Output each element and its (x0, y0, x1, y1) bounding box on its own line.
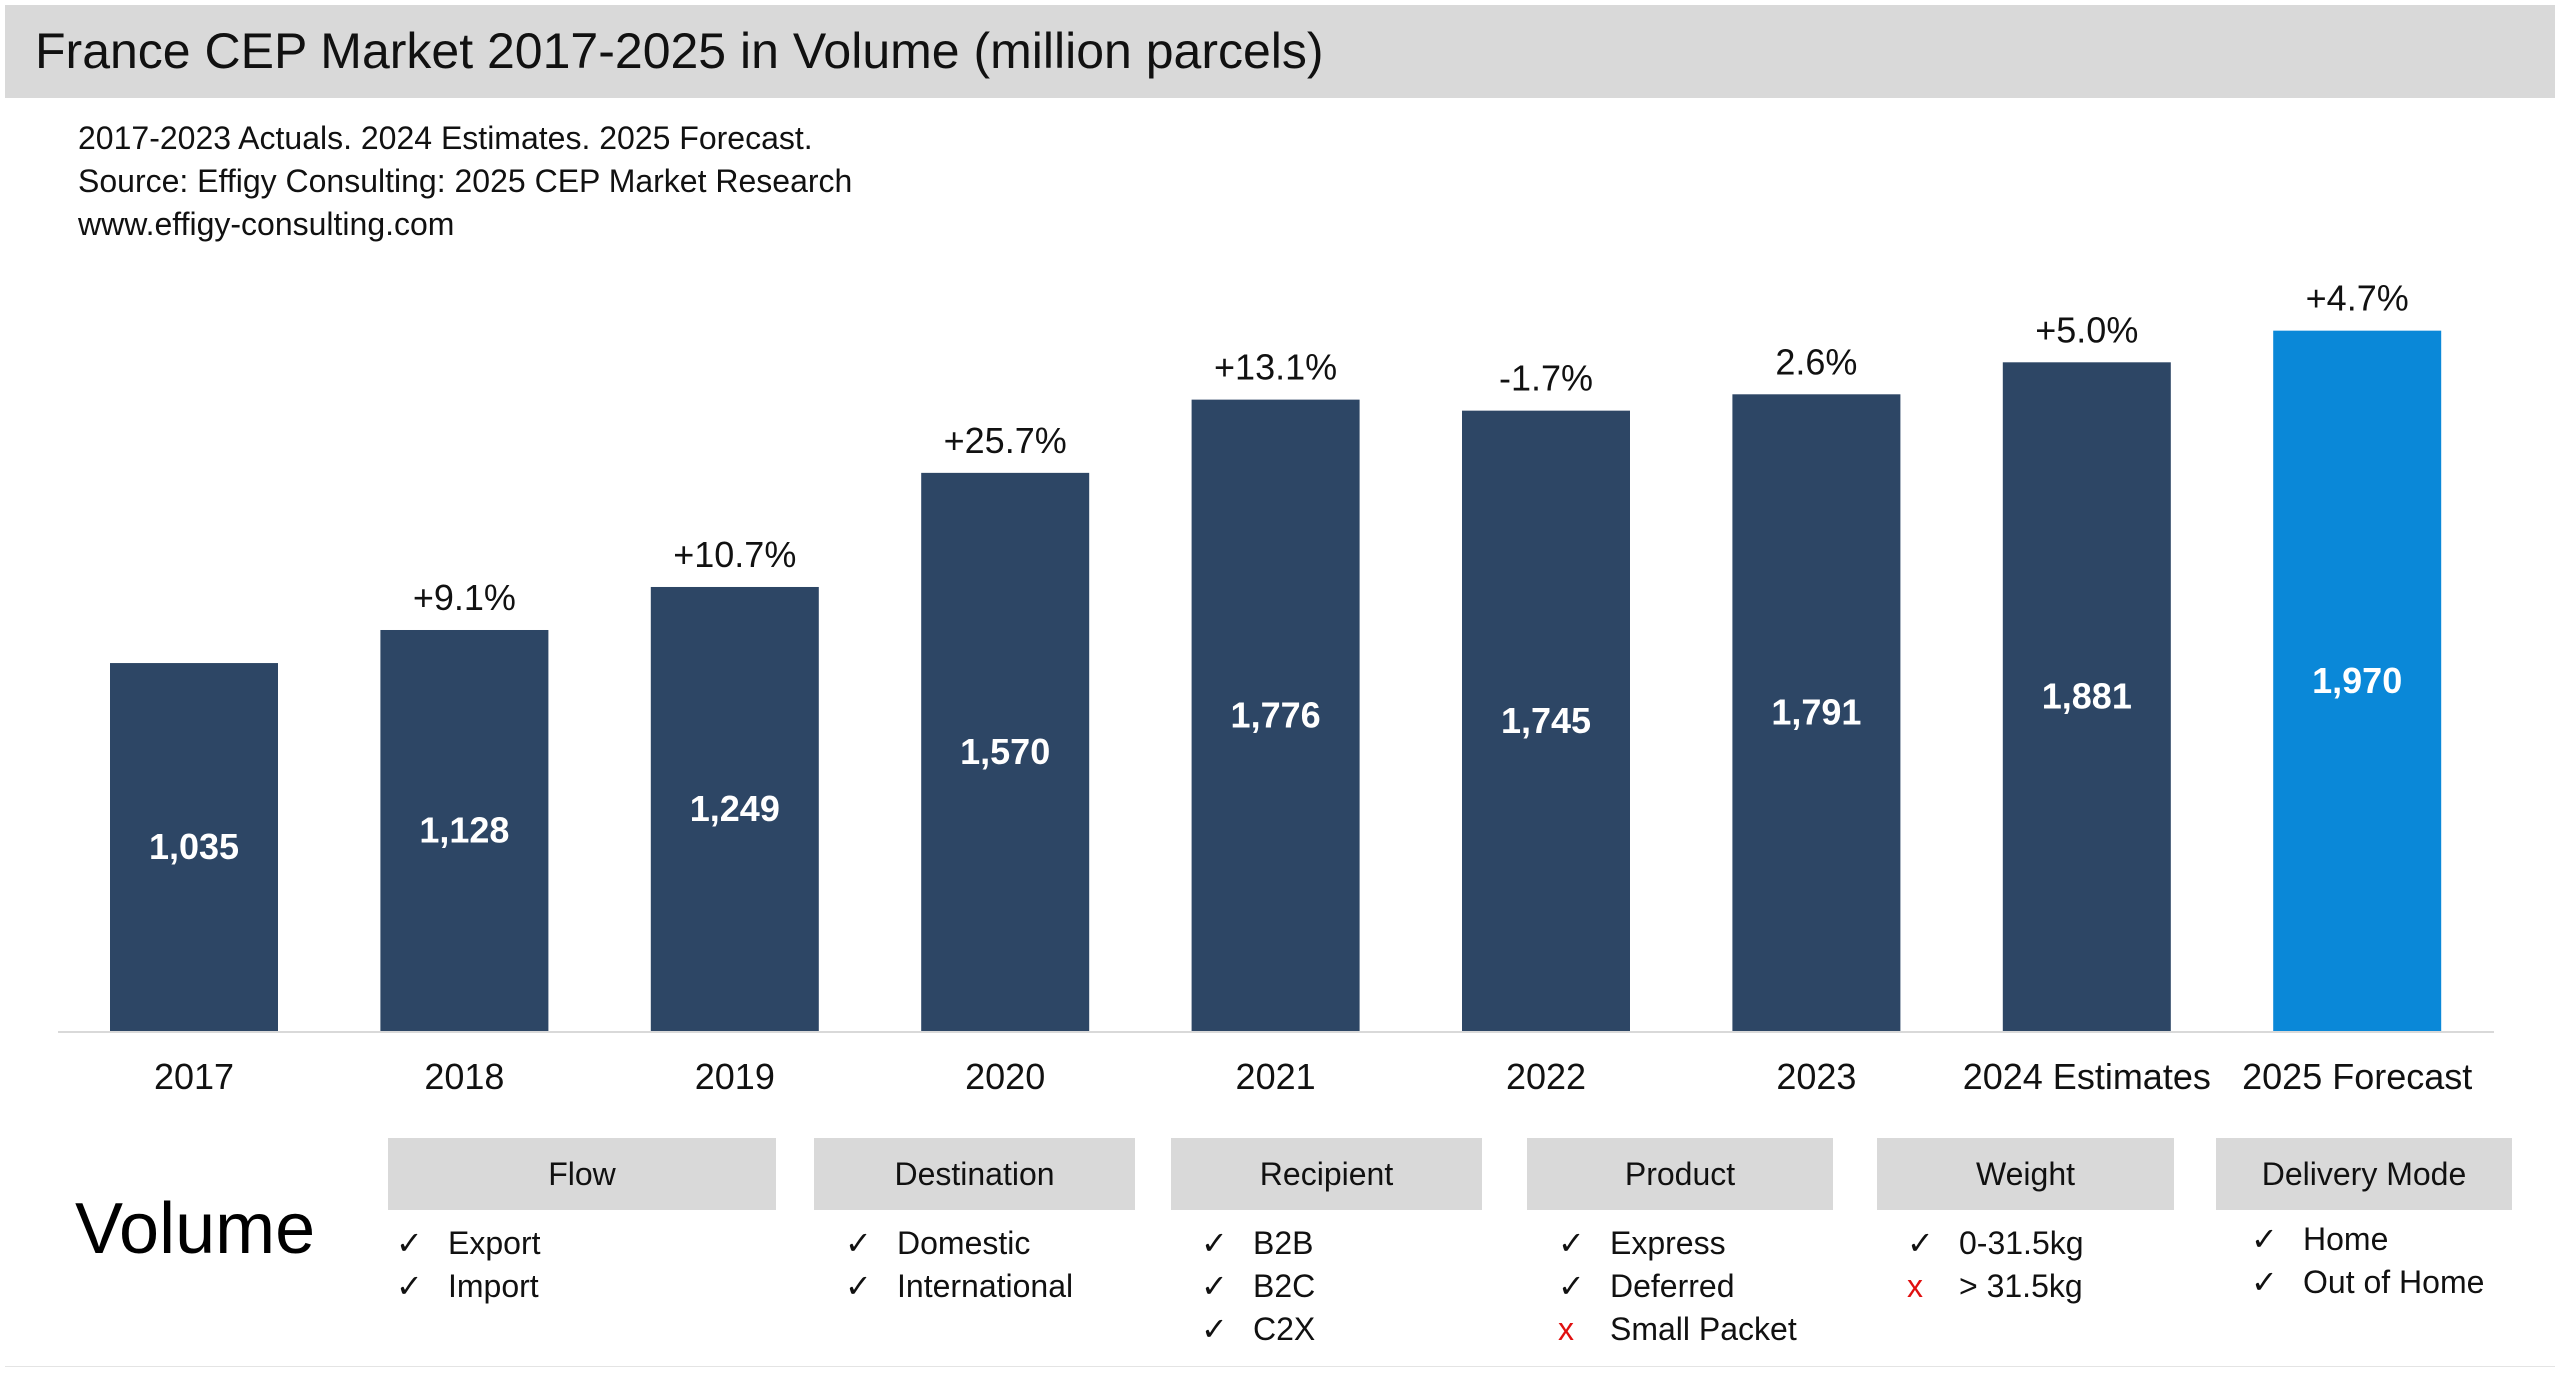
x-tick-label: 2023 (1776, 1056, 1856, 1097)
growth-label: +4.7% (2306, 278, 2409, 319)
bar-2024-estimates (2002, 362, 2171, 1031)
list-item: ✓ C2X (1201, 1308, 1315, 1351)
bar-value-label: 1,570 (960, 731, 1050, 772)
x-tick-label: 2018 (424, 1056, 504, 1097)
check-icon: ✓ (1558, 1268, 1585, 1304)
bar-value-label: 1,791 (1771, 692, 1861, 733)
bar-value-label: 1,035 (149, 826, 239, 867)
subtitle-website: www.effigy-consulting.com (78, 206, 455, 242)
list-item: ✓ Domestic (845, 1222, 1073, 1265)
title-bar: France CEP Market 2017-2025 in Volume (m… (5, 5, 2555, 98)
weight-list: ✓ 0-31.5kg x > 31.5kg (1907, 1222, 2084, 1308)
weight-header: Weight (1877, 1138, 2174, 1210)
destination-list: ✓ Domestic ✓ International (845, 1222, 1073, 1308)
bar-value-label: 1,249 (690, 788, 780, 829)
growth-label: +13.1% (1214, 347, 1337, 388)
check-icon: ✓ (1558, 1225, 1585, 1261)
bar-value-label: 1,745 (1501, 700, 1591, 741)
list-item: ✓ Express (1558, 1222, 1797, 1265)
bar-2019 (650, 586, 819, 1031)
check-icon: ✓ (1907, 1225, 1934, 1261)
bar-2025-forecast (2273, 330, 2442, 1031)
x-tick-label: 2020 (965, 1056, 1045, 1097)
list-item: ✓ Deferred (1558, 1265, 1797, 1308)
x-tick-label: 2021 (1236, 1056, 1316, 1097)
bar-2017 (110, 663, 278, 1031)
check-icon: ✓ (2251, 1221, 2278, 1257)
recipient-list: ✓ B2B ✓ B2C ✓ C2X (1201, 1222, 1315, 1351)
growth-label: +5.0% (2035, 309, 2138, 350)
flow-list: ✓ Export ✓ Import (396, 1222, 540, 1308)
growth-label: +25.7% (944, 420, 1067, 461)
product-header: Product (1527, 1138, 1833, 1210)
x-tick-label: 2025 Forecast (2242, 1056, 2472, 1097)
check-icon: ✓ (1201, 1311, 1228, 1347)
x-tick-label: 2024 Estimates (1963, 1056, 2211, 1097)
destination-header: Destination (814, 1138, 1135, 1210)
delivery-mode-list: ✓ Home ✓ Out of Home (2251, 1218, 2484, 1304)
check-icon: ✓ (845, 1225, 872, 1261)
list-item: ✓ Out of Home (2251, 1261, 2484, 1304)
bar-2018 (380, 629, 549, 1031)
subtitle-source: Source: Effigy Consulting: 2025 CEP Mark… (78, 163, 853, 199)
check-icon: ✓ (845, 1268, 872, 1304)
recipient-header: Recipient (1171, 1138, 1482, 1210)
list-item: x > 31.5kg (1907, 1265, 2084, 1308)
bar-2020 (921, 472, 1090, 1031)
x-tick-label: 2022 (1506, 1056, 1586, 1097)
bar-2023 (1732, 394, 1901, 1031)
growth-label: +10.7% (673, 534, 796, 575)
check-icon: ✓ (1201, 1225, 1228, 1261)
bar-2021 (1191, 399, 1360, 1031)
check-icon: ✓ (396, 1225, 423, 1261)
bar-2022 (1462, 410, 1630, 1032)
cross-icon: x (1907, 1268, 1923, 1304)
growth-label: 2.6% (1775, 341, 1857, 382)
subtitle-period: 2017-2023 Actuals. 2024 Estimates. 2025 … (78, 120, 813, 156)
growth-label: +9.1% (413, 577, 516, 618)
chart-title: France CEP Market 2017-2025 in Volume (m… (35, 23, 1324, 79)
bar-value-label: 1,881 (2042, 676, 2132, 717)
bar-chart: 1,035 2017 1,128 +9.1% 2018 1,249 +10.7% 2019 1,… (58, 278, 2494, 1097)
volume-label: Volume (75, 1189, 316, 1269)
list-item: ✓ Import (396, 1265, 540, 1308)
list-item: ✓ B2B (1201, 1222, 1315, 1265)
bar-value-label: 1,776 (1231, 694, 1321, 735)
flow-header: Flow (388, 1138, 776, 1210)
check-icon: ✓ (2251, 1264, 2278, 1300)
product-list: ✓ Express ✓ Deferred x Small Packet (1558, 1222, 1797, 1351)
check-icon: ✓ (396, 1268, 423, 1304)
list-item: ✓ 0-31.5kg (1907, 1222, 2084, 1265)
list-item: ✓ Export (396, 1222, 540, 1265)
x-tick-label: 2017 (154, 1056, 234, 1097)
list-item: ✓ Home (2251, 1218, 2484, 1261)
list-item: ✓ B2C (1201, 1265, 1315, 1308)
delivery-mode-header: Delivery Mode (2216, 1138, 2512, 1210)
list-item: ✓ International (845, 1265, 1073, 1308)
check-icon: ✓ (1201, 1268, 1228, 1304)
cross-icon: x (1558, 1311, 1574, 1347)
bar-value-label: 1,128 (419, 809, 509, 850)
growth-label: -1.7% (1499, 358, 1593, 399)
bar-value-label: 1,970 (2312, 660, 2402, 701)
x-tick-label: 2019 (695, 1056, 775, 1097)
bottom-divider (5, 1366, 2555, 1367)
list-item: x Small Packet (1558, 1308, 1797, 1351)
